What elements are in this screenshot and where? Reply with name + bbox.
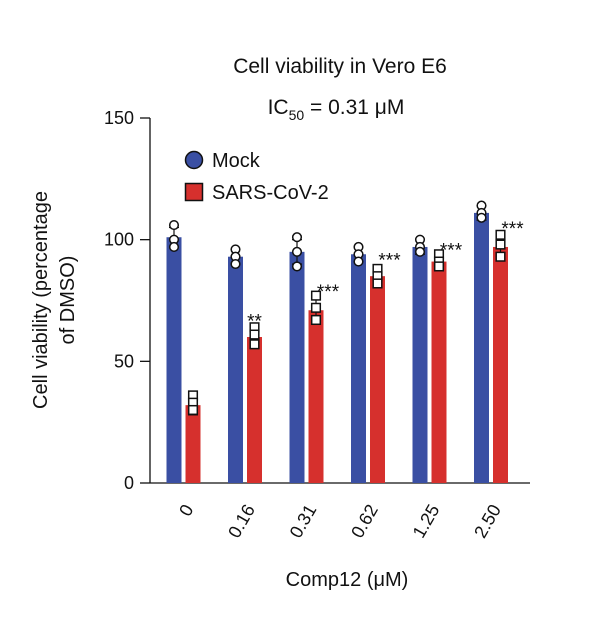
data-point: [310, 314, 322, 326]
x-tick-label: 0: [175, 501, 197, 520]
significance-marker: ***: [440, 241, 463, 262]
y-tick-label: 0: [124, 473, 134, 493]
bar: [185, 405, 201, 483]
data-point: [249, 339, 260, 350]
data-point: [353, 256, 364, 267]
bar: [431, 261, 447, 483]
data-point: [291, 232, 303, 243]
bar: [493, 246, 508, 483]
data-point: [168, 220, 180, 231]
significance-marker: ***: [317, 282, 340, 303]
data-point: [168, 241, 180, 253]
legend-swatch-circle: [184, 150, 204, 170]
x-tick-label: 0.62: [347, 501, 382, 541]
data-point: [291, 246, 303, 257]
data-point: [414, 246, 426, 257]
data-point: [495, 239, 506, 250]
bar: [370, 276, 385, 483]
plot-area: 0 50 100 150 0 ** 0.16 *** 0.31 *** 0.62 *** 1.25 ***…: [104, 108, 530, 541]
chart-subtitle: IC50 = 0.31 μM: [268, 96, 405, 123]
bar: [166, 237, 182, 483]
subtitle-main: IC: [268, 96, 289, 119]
bar: [474, 212, 489, 483]
y-tick-label: 50: [114, 351, 134, 371]
significance-marker: ***: [378, 250, 401, 271]
chart-title: Cell viability in Vero E6: [233, 55, 447, 78]
x-tick-label: 1.25: [409, 501, 444, 541]
data-point: [291, 261, 303, 272]
y-axis-label: Cell viability (percentage of DMSO): [30, 191, 79, 409]
x-axis-label: Comp12 (μM): [286, 569, 409, 591]
data-point: [310, 290, 322, 301]
significance-marker: ***: [501, 219, 524, 240]
bar: [351, 254, 366, 483]
legend-label: Mock: [212, 150, 261, 172]
bar: [412, 246, 428, 483]
y-tick-label: 150: [104, 108, 134, 128]
x-tick-label: 0.31: [286, 501, 321, 541]
data-point: [372, 278, 383, 289]
subtitle-rest: = 0.31 μM: [304, 96, 404, 119]
legend-label: SARS-CoV-2: [212, 182, 329, 204]
x-tick-label: 2.50: [470, 501, 505, 541]
subtitle-subscript: 50: [289, 107, 305, 123]
bar: [308, 310, 324, 483]
bar: [247, 337, 262, 483]
data-point: [310, 302, 322, 313]
x-tick-label: 0.16: [224, 501, 259, 541]
data-point: [230, 258, 241, 270]
y-tick-label: 100: [104, 230, 134, 250]
legend: Mock SARS-CoV-2: [184, 150, 329, 204]
bar: [289, 251, 305, 483]
data-point: [187, 404, 199, 416]
data-point: [433, 261, 445, 272]
y-axis-label-line1: Cell viability (percentage: [30, 191, 52, 409]
legend-swatch-square: [184, 182, 204, 202]
y-axis-label-line2: of DMSO): [57, 256, 79, 345]
data-point: [249, 329, 260, 340]
data-point: [495, 251, 506, 262]
significance-marker: **: [247, 311, 262, 332]
data-point: [476, 212, 487, 223]
bar: [228, 256, 243, 483]
data-point: [495, 229, 506, 240]
